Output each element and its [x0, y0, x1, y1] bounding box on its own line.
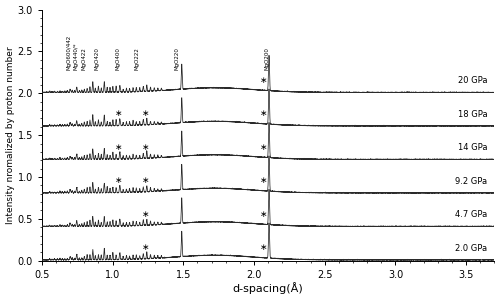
Text: MgO200: MgO200	[265, 47, 270, 70]
Text: ∗: ∗	[260, 76, 268, 85]
Text: MgO400: MgO400	[116, 47, 120, 70]
Text: 18 GPa: 18 GPa	[458, 110, 488, 119]
Text: ∗: ∗	[142, 210, 150, 219]
Text: MgO220: MgO220	[174, 47, 180, 70]
Text: ∗: ∗	[142, 143, 150, 152]
Text: ∗: ∗	[260, 143, 268, 152]
Text: ∗: ∗	[260, 210, 268, 219]
Text: MgO422: MgO422	[82, 47, 87, 70]
Text: ∗: ∗	[260, 243, 268, 252]
Text: ∗: ∗	[114, 176, 122, 185]
Text: MgO222: MgO222	[134, 47, 139, 70]
Text: ∗: ∗	[260, 176, 268, 185]
Text: 9.2 GPa: 9.2 GPa	[455, 177, 488, 186]
Text: MgO440/*: MgO440/*	[74, 42, 78, 70]
Text: ∗: ∗	[114, 143, 122, 152]
Text: ∗: ∗	[114, 110, 122, 118]
Text: 4.7 GPa: 4.7 GPa	[455, 210, 488, 219]
Text: 20 GPa: 20 GPa	[458, 76, 488, 85]
Text: ∗: ∗	[142, 243, 150, 252]
Text: 2.0 GPa: 2.0 GPa	[455, 244, 488, 253]
Text: ∗: ∗	[260, 110, 268, 118]
Text: MgO600/442: MgO600/442	[67, 34, 72, 70]
Text: MgO420: MgO420	[94, 47, 100, 70]
Text: ∗: ∗	[142, 176, 150, 185]
Y-axis label: Intensity nromalized by proton number: Intensity nromalized by proton number	[6, 46, 15, 224]
Text: 14 GPa: 14 GPa	[458, 143, 488, 152]
Text: ∗: ∗	[142, 110, 150, 118]
X-axis label: d-spacing(Å): d-spacing(Å)	[233, 283, 304, 294]
